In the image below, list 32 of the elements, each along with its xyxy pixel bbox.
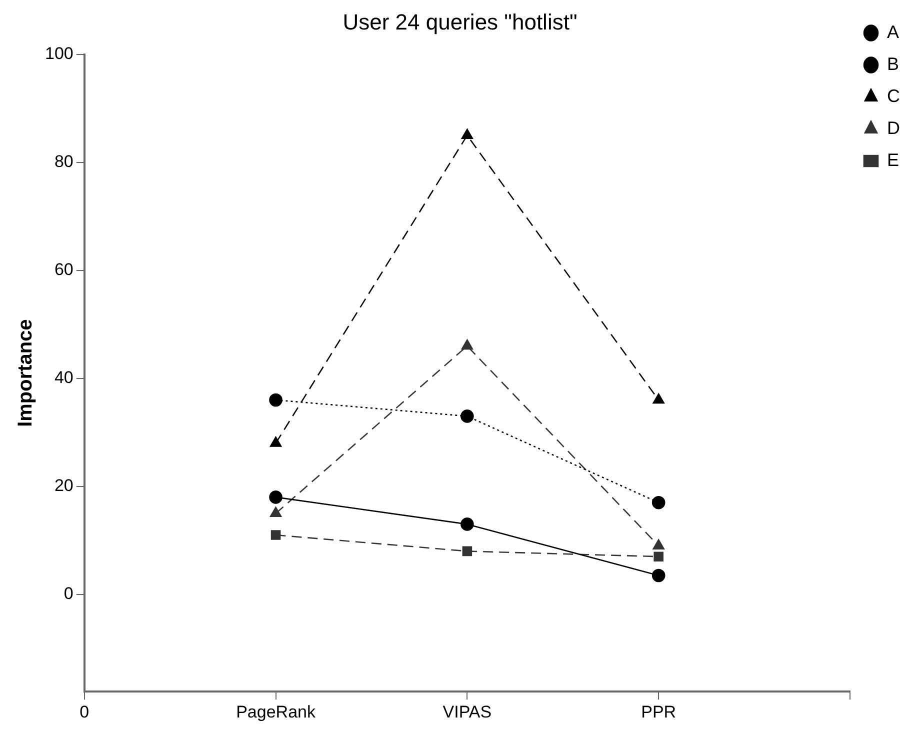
x-tick-label: PageRank bbox=[236, 702, 316, 722]
x-tick-label: VIPAS bbox=[442, 702, 492, 722]
x-tick-label: PPR bbox=[641, 702, 676, 722]
y-tick-label: 40 bbox=[54, 368, 74, 388]
y-tick-label: 60 bbox=[54, 260, 74, 280]
y-tick-label: 20 bbox=[54, 476, 74, 496]
point bbox=[652, 496, 666, 510]
legend-label: E bbox=[887, 150, 900, 170]
point bbox=[269, 490, 282, 504]
y-tick-label: 0 bbox=[64, 584, 74, 604]
point bbox=[270, 436, 282, 447]
point bbox=[461, 128, 474, 140]
y-axis-title: Importance bbox=[14, 319, 37, 427]
point bbox=[652, 393, 664, 404]
point bbox=[270, 506, 282, 518]
point bbox=[652, 568, 666, 582]
chart-title: User 24 queries "hotlist" bbox=[342, 9, 578, 34]
point bbox=[270, 530, 281, 540]
point bbox=[269, 393, 282, 407]
y-tick-label: 80 bbox=[54, 152, 74, 172]
point bbox=[460, 410, 474, 423]
legend-label: D bbox=[887, 118, 900, 138]
legend-label: B bbox=[887, 54, 900, 74]
point bbox=[461, 339, 474, 350]
point bbox=[652, 539, 664, 550]
point bbox=[654, 552, 664, 562]
legend-label: A bbox=[887, 22, 900, 42]
legend-label: C bbox=[887, 86, 900, 106]
point bbox=[462, 546, 472, 556]
y-tick-label: 100 bbox=[44, 44, 74, 64]
x-tick-label: 0 bbox=[80, 702, 90, 722]
point bbox=[460, 518, 474, 531]
